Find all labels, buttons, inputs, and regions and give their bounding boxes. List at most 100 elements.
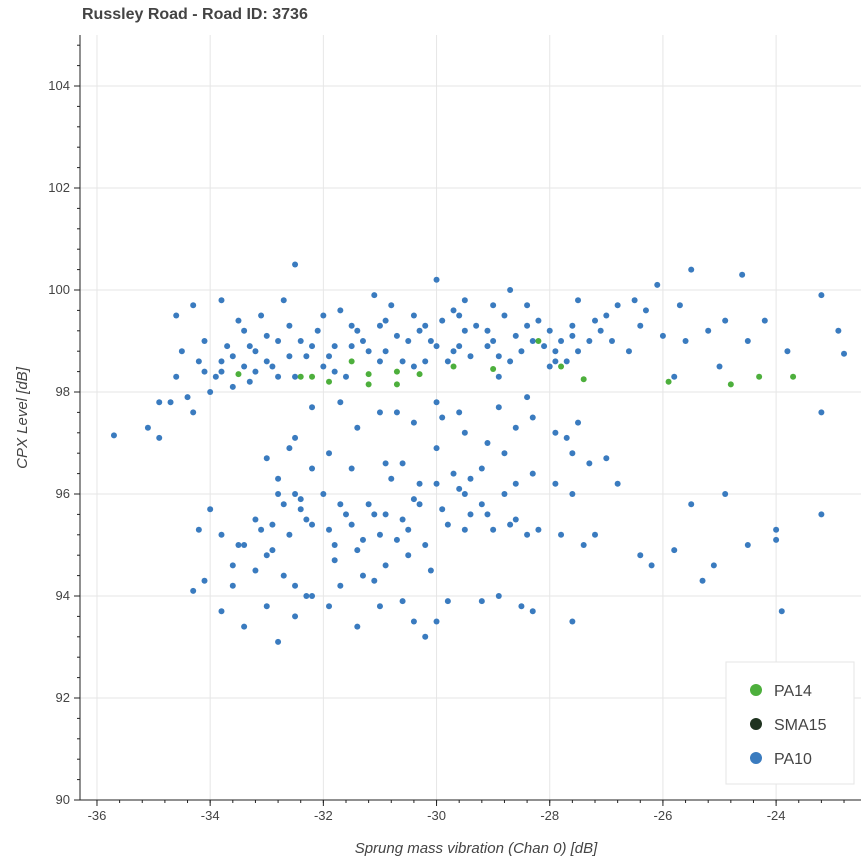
y-axis-label: CPX Level [dB] — [14, 366, 31, 469]
data-point-pa10 — [218, 297, 225, 304]
data-point-pa10 — [592, 317, 599, 324]
data-point-pa10 — [467, 353, 474, 360]
data-point-pa10 — [541, 343, 548, 350]
data-point-pa10 — [495, 353, 502, 360]
data-point-pa10 — [207, 389, 214, 395]
data-point-pa10 — [422, 542, 429, 548]
data-point-pa10 — [739, 271, 746, 278]
data-point-pa10 — [501, 491, 508, 497]
data-point-pa10 — [490, 302, 497, 309]
data-point-pa10 — [309, 465, 316, 472]
data-point-pa10 — [456, 312, 463, 319]
data-point-pa10 — [229, 562, 236, 569]
data-point-pa10 — [280, 297, 287, 304]
data-point-pa10 — [552, 480, 559, 487]
data-point-pa10 — [241, 363, 248, 370]
data-point-pa10 — [371, 577, 378, 584]
data-point-pa10 — [461, 429, 468, 436]
data-point-pa10 — [286, 353, 293, 360]
chart-title: Russley Road - Road ID: 3736 — [82, 6, 308, 23]
data-point-pa10 — [331, 343, 338, 350]
data-point-pa10 — [184, 394, 191, 401]
legend-marker-pa14 — [750, 684, 762, 696]
data-point-pa10 — [631, 297, 638, 304]
data-point-pa10 — [586, 338, 593, 344]
data-point-pa10 — [535, 526, 542, 533]
data-point-pa10 — [269, 521, 276, 528]
data-point-pa10 — [439, 506, 446, 513]
data-point-pa10 — [450, 307, 457, 314]
data-point-pa10 — [195, 526, 202, 533]
data-point-pa10 — [229, 353, 236, 360]
data-point-pa10 — [110, 432, 117, 439]
data-point-pa14 — [558, 363, 565, 370]
data-point-pa14 — [393, 381, 400, 388]
data-point-pa10 — [309, 343, 316, 350]
data-point-pa10 — [461, 327, 468, 334]
data-point-pa10 — [592, 531, 599, 538]
data-point-pa10 — [710, 562, 717, 569]
data-point-pa10 — [558, 531, 565, 538]
data-point-pa10 — [263, 358, 270, 365]
data-point-pa14 — [450, 363, 457, 370]
legend-box — [725, 661, 855, 785]
data-point-pa10 — [382, 348, 389, 355]
y-tick-label: 90 — [56, 792, 70, 807]
data-point-pa10 — [280, 572, 287, 579]
data-point-pa10 — [648, 562, 655, 569]
data-point-pa10 — [699, 577, 706, 584]
data-point-pa10 — [348, 343, 355, 350]
x-tick-label: -32 — [314, 808, 333, 823]
data-point-pa14 — [665, 378, 672, 385]
data-point-pa10 — [490, 338, 497, 344]
data-point-pa10 — [235, 542, 242, 548]
data-point-pa10 — [376, 322, 383, 329]
data-point-pa10 — [303, 353, 310, 360]
data-point-pa10 — [671, 547, 678, 554]
data-point-pa10 — [393, 409, 400, 416]
data-point-pa10 — [761, 317, 768, 324]
data-point-pa10 — [439, 317, 446, 324]
data-point-pa10 — [586, 460, 593, 467]
data-point-pa10 — [512, 332, 519, 339]
data-point-pa10 — [524, 302, 531, 309]
x-tick-label: -24 — [767, 808, 786, 823]
data-point-pa10 — [190, 587, 197, 594]
data-point-pa10 — [156, 434, 163, 441]
data-point-pa10 — [659, 332, 666, 339]
data-point-pa10 — [484, 440, 491, 446]
data-point-pa10 — [331, 557, 338, 564]
axes: -36 -34 -32 -30 -28 -26 -24 90 92 94 96 98 100 102 104 — [48, 35, 861, 823]
data-point-pa10 — [529, 608, 536, 615]
data-point-pa10 — [484, 511, 491, 518]
data-point-pa10 — [382, 511, 389, 518]
data-point-pa10 — [433, 399, 440, 406]
data-point-pa10 — [399, 516, 406, 523]
data-point-pa10 — [484, 327, 491, 334]
data-points — [110, 261, 848, 645]
data-point-pa10 — [478, 501, 485, 508]
data-point-pa10 — [682, 338, 689, 344]
data-point-pa10 — [450, 348, 457, 355]
data-point-pa10 — [535, 317, 542, 324]
data-point-pa10 — [524, 394, 531, 401]
data-point-pa10 — [512, 424, 519, 431]
data-point-pa10 — [512, 516, 519, 523]
data-point-pa10 — [286, 531, 293, 538]
data-point-pa10 — [201, 368, 208, 375]
data-point-pa10 — [292, 491, 299, 497]
data-point-pa10 — [359, 572, 366, 579]
data-point-pa10 — [207, 506, 214, 513]
data-point-pa10 — [337, 582, 344, 589]
data-point-pa10 — [241, 623, 248, 630]
data-point-pa10 — [371, 511, 378, 518]
data-point-pa10 — [309, 593, 316, 599]
data-point-pa10 — [722, 317, 729, 324]
data-point-pa10 — [246, 343, 253, 350]
data-point-pa10 — [337, 501, 344, 508]
data-point-pa10 — [524, 531, 531, 538]
data-point-pa10 — [495, 404, 502, 411]
data-point-pa10 — [190, 409, 197, 416]
data-point-pa10 — [263, 603, 270, 610]
data-point-pa14 — [790, 373, 797, 380]
